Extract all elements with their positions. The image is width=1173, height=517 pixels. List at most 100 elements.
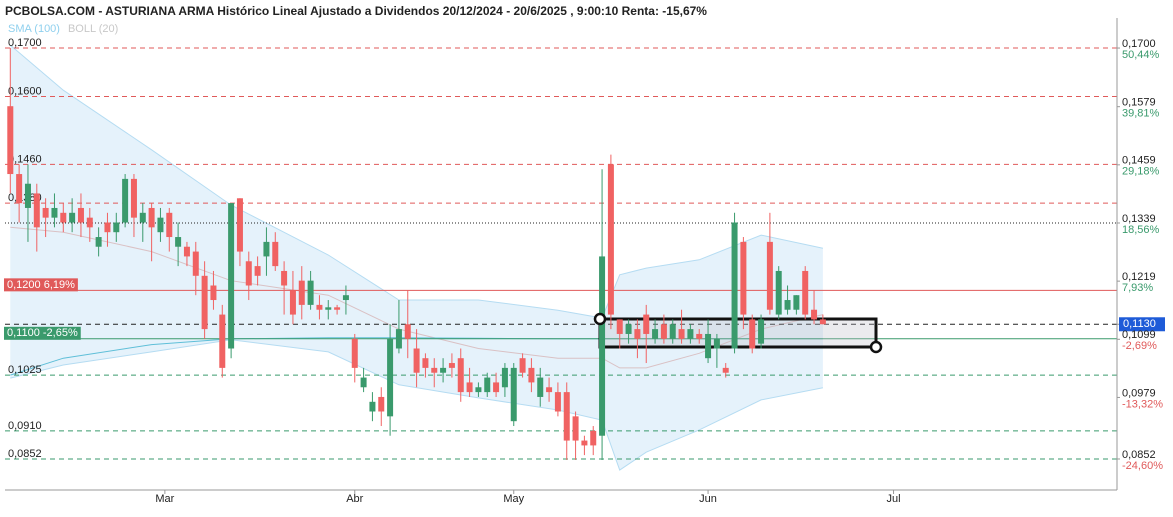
candle-body (740, 241, 747, 315)
candle-body (228, 203, 235, 349)
bollinger-middle (10, 226, 824, 369)
level-label: 0,0852 (8, 448, 42, 460)
x-tick-label: Mar (155, 493, 174, 505)
y-tick-change: 7,93% (1122, 282, 1153, 294)
level-label: 0,0910 (8, 420, 42, 432)
candle-body (802, 270, 809, 315)
candle-body (16, 174, 23, 204)
candle-body (395, 329, 402, 349)
candle-body (360, 377, 367, 388)
candle-body (104, 222, 111, 233)
level-label: 0,1700 (8, 37, 42, 49)
candle-body (139, 212, 146, 223)
annotation-handle (869, 340, 883, 354)
candle-body (42, 207, 49, 218)
y-tick-change: 29,18% (1122, 166, 1160, 178)
candle-body (493, 382, 500, 393)
candle-body (519, 358, 526, 373)
candle-body (245, 261, 252, 286)
y-tick-change: 18,56% (1122, 224, 1160, 236)
candle-body (378, 396, 385, 412)
candle-body (660, 324, 667, 339)
bollinger-upper (9, 44, 824, 319)
level-label-box (4, 278, 78, 292)
candle-body (307, 280, 314, 305)
candle-body (148, 207, 155, 228)
x-tick-label: Abr (346, 493, 363, 505)
y-tick-label: 0,0852 (1122, 449, 1156, 461)
candle-body (440, 367, 447, 373)
bollinger-fill (10, 45, 823, 471)
candle-body (369, 401, 376, 412)
x-tick-label: Jun (699, 493, 717, 505)
candle-body (351, 338, 358, 368)
y-tick-change: -2,69% (1122, 340, 1157, 352)
candle-body (219, 314, 226, 368)
chart-title: PCBOLSA.COM - ASTURIANA ARMA Histórico L… (5, 4, 707, 18)
y-tick-change: -24,60% (1122, 460, 1163, 472)
candle-body (272, 241, 279, 267)
candle-body (342, 295, 349, 301)
candle-body (95, 237, 102, 247)
candle-body (183, 246, 190, 257)
candle-body (7, 106, 14, 175)
y-tick-label: 0,1339 (1122, 213, 1156, 225)
level-label: 0,1460 (8, 153, 42, 165)
level-label: 0,1200 6,19% (7, 279, 75, 291)
candle-body (334, 307, 341, 310)
candle-body (775, 270, 782, 315)
x-tick-label: May (503, 493, 524, 505)
candle-body (484, 377, 491, 393)
annotation-handle (593, 312, 607, 326)
candle-body (607, 164, 614, 315)
candle-body (554, 392, 561, 412)
candle-body (51, 207, 58, 218)
candle-body (758, 319, 765, 344)
candle-body (254, 266, 261, 276)
candle-body (325, 307, 332, 310)
annotation-box (598, 317, 878, 349)
candle-body (33, 193, 40, 228)
candle-body (572, 416, 579, 441)
candle-body (616, 319, 623, 334)
candle-body (24, 183, 31, 208)
candle-body (86, 217, 93, 228)
candle-body (581, 440, 588, 446)
y-tick-label: 0,1219 (1122, 271, 1156, 283)
level-label: 0,1600 (8, 85, 42, 97)
candle-body (599, 256, 606, 436)
candle-body (528, 367, 535, 383)
legend-entry: BOLL (20) (68, 23, 118, 35)
y-tick-change: 39,81% (1122, 108, 1160, 120)
candle-body (811, 309, 818, 320)
candle-body (749, 319, 756, 349)
candle-body (77, 207, 84, 223)
y-tick-label: 0,0979 (1122, 387, 1156, 399)
candle-body (210, 285, 217, 301)
candle-body (669, 324, 676, 339)
candle-body (537, 377, 544, 397)
candle-body (546, 387, 553, 393)
level-label: 0,1100 -2,65% (7, 327, 78, 339)
candle-body (457, 358, 464, 393)
x-tick-label: Jul (887, 493, 901, 505)
candle-body (784, 300, 791, 310)
candle-body (289, 290, 296, 315)
y-tick-change: -13,32% (1122, 398, 1163, 410)
level-label: 0,1025 (8, 364, 42, 376)
candle-body (60, 212, 67, 223)
legend-entry: SMA (100) (8, 23, 60, 35)
candle-body (678, 329, 685, 339)
candle-body (722, 367, 729, 373)
candle-body (766, 241, 773, 310)
candle-body (713, 338, 720, 349)
candle-body (793, 295, 800, 310)
candle-body (236, 198, 243, 252)
candle-body (448, 363, 455, 368)
candle-body (590, 430, 597, 446)
y-tick-label: 0,1459 (1122, 155, 1156, 167)
candle-body (387, 338, 394, 417)
candle-body (281, 270, 288, 286)
